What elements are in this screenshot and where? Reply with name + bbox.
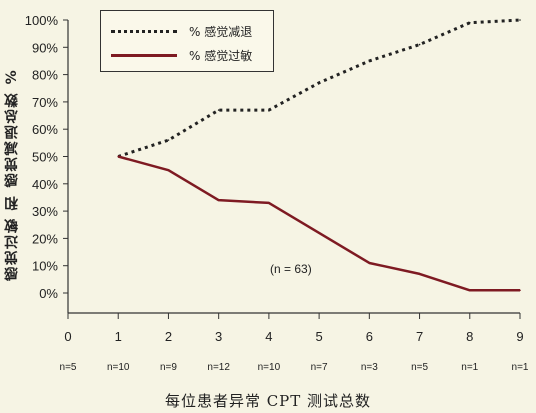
legend-label: % 感觉过敏 (189, 48, 253, 63)
x-tick-label: 1 (115, 329, 122, 344)
n-count-label: n=7 (311, 362, 328, 373)
data-point (217, 109, 220, 111)
n-count-label: n=10 (258, 362, 281, 373)
data-point (167, 169, 170, 171)
n-count-label: n=5 (60, 362, 77, 373)
y-tick-label: 30% (32, 204, 58, 219)
data-point (268, 109, 270, 111)
x-tick-label: 8 (466, 329, 473, 344)
data-point (468, 21, 471, 24)
y-tick-label: 60% (32, 122, 58, 137)
n-count-label: n=9 (160, 362, 177, 373)
data-point (167, 139, 170, 141)
y-tick-label: 90% (32, 40, 58, 55)
y-tick-label: 80% (32, 68, 58, 83)
x-tick-label: 0 (64, 329, 71, 344)
legend: % 感觉减退 % 感觉过敏 (100, 10, 274, 72)
y-tick-label: 100% (25, 13, 59, 28)
data-point (519, 19, 521, 21)
data-point (268, 202, 270, 204)
n-count-label: n=1 (461, 362, 478, 373)
data-point (368, 262, 371, 264)
y-tick-label: 0% (39, 286, 58, 301)
n-count-label: n=10 (107, 362, 130, 373)
data-point (217, 199, 220, 201)
legend-swatch-solid (111, 53, 177, 57)
series-line-hyperesthesia (117, 155, 520, 292)
data-point (117, 155, 120, 158)
data-point (418, 273, 421, 275)
x-tick-label: 9 (516, 329, 523, 344)
sample-size-annotation: (n = 63) (270, 262, 312, 276)
x-tick-label: 5 (315, 329, 322, 344)
legend-swatch-dotted (111, 29, 177, 33)
y-tick-label: 20% (32, 231, 58, 246)
n-count-label: n=1 (512, 362, 529, 373)
data-point (418, 43, 421, 46)
y-tick-label: 40% (32, 177, 58, 192)
x-tick-label: 3 (215, 329, 222, 344)
n-count-label: n=12 (207, 362, 230, 373)
legend-item-hypoesthesia: % 感觉减退 (111, 21, 252, 41)
y-tick-label: 10% (32, 259, 58, 274)
data-point (368, 60, 371, 62)
data-point (468, 289, 471, 292)
x-tick-label: 6 (366, 329, 373, 344)
n-count-label: n=5 (411, 362, 428, 373)
y-tick-label: 50% (32, 150, 58, 165)
y-axis-label: 感觉过敏 和 感觉减退总数 % (4, 68, 20, 282)
legend-label: % 感觉减退 (189, 24, 253, 39)
y-tick-label: 70% (32, 95, 58, 110)
x-tick-label: 7 (416, 329, 423, 344)
x-tick-label: 2 (165, 329, 172, 344)
n-count-label: n=3 (361, 362, 378, 373)
data-point (318, 81, 320, 84)
legend-item-hyperesthesia: % 感觉过敏 (111, 45, 252, 65)
data-point (318, 232, 320, 234)
data-point (519, 289, 521, 292)
x-tick-label: 4 (265, 329, 272, 344)
x-axis-label: 每位患者异常 CPT 测试总数 (164, 392, 372, 410)
